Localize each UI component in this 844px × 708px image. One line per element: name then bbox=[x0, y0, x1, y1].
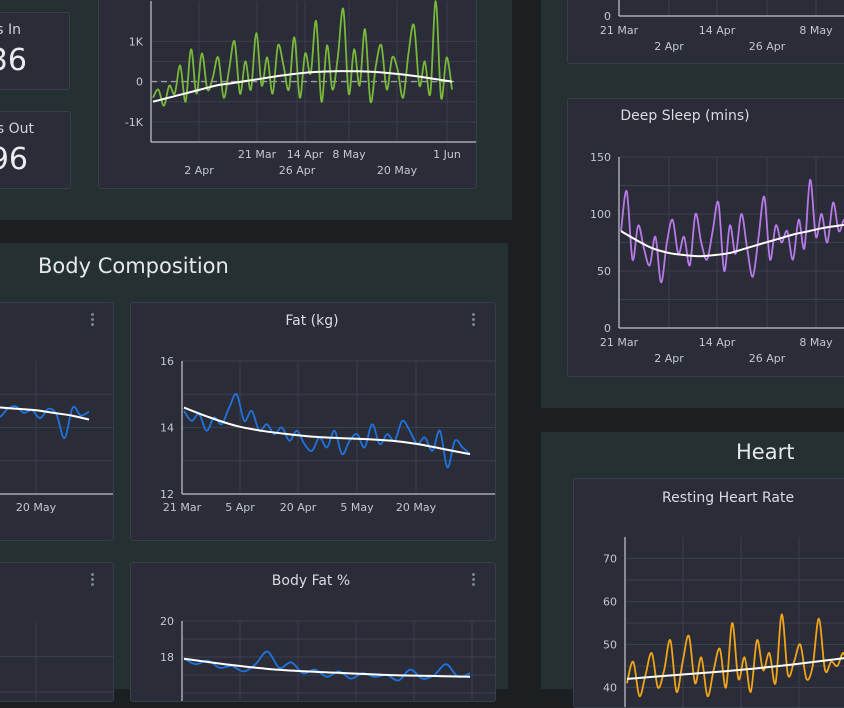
body-composition-title: Body Composition bbox=[38, 254, 229, 278]
x-tick-label: 5 Apr bbox=[225, 501, 255, 514]
x-tick-label: 14 Apr bbox=[699, 336, 736, 349]
x-tick-label: 26 Apr bbox=[749, 40, 786, 53]
data-series-line bbox=[620, 178, 844, 284]
calories-in-label: Calories In bbox=[0, 22, 21, 38]
y-tick-label: 100 bbox=[590, 208, 611, 221]
y-tick-label: 16 bbox=[160, 355, 174, 368]
y-tick-label: 0 bbox=[136, 76, 143, 89]
calories-out-value: 2896 bbox=[0, 142, 28, 177]
x-tick-label: 2 Apr bbox=[654, 352, 684, 365]
x-tick-label: 8 May bbox=[332, 148, 366, 161]
heart-title: Heart bbox=[736, 440, 795, 464]
body-fat-percent-menu-button[interactable] bbox=[472, 573, 476, 588]
weight-card-partial: 20 May bbox=[0, 302, 114, 541]
y-tick-label: 0 bbox=[604, 10, 611, 23]
y-tick-label: 50 bbox=[603, 639, 617, 652]
trend-line bbox=[0, 406, 90, 421]
sleep-card-partial: 0 21 Mar 14 Apr 8 May 2 Apr 26 Apr bbox=[567, 0, 844, 64]
x-tick-label: 21 Mar bbox=[600, 336, 639, 349]
y-tick-label: 150 bbox=[590, 151, 611, 164]
x-tick-label: 21 Mar bbox=[163, 501, 202, 514]
body-fat-card-partial bbox=[0, 562, 114, 702]
x-tick-label: 1 Jun bbox=[433, 148, 461, 161]
trend-line bbox=[626, 657, 844, 680]
data-series-line bbox=[0, 405, 90, 440]
deep-sleep-card: Deep Sleep (mins) 150 100 50 0 21 Mar 14 Apr 8… bbox=[567, 98, 844, 377]
resting-heart-rate-title: Resting Heart Rate bbox=[662, 490, 795, 506]
x-tick-label: 21 Mar bbox=[600, 24, 639, 37]
x-tick-label: 20 Apr bbox=[280, 501, 317, 514]
x-tick-label: 2 Apr bbox=[184, 164, 214, 177]
y-tick-label: 18 bbox=[160, 651, 174, 664]
y-tick-label: 0 bbox=[604, 322, 611, 335]
x-tick-label: 8 May bbox=[799, 24, 833, 37]
trend-line bbox=[152, 70, 453, 103]
deep-sleep-title: Deep Sleep (mins) bbox=[620, 108, 750, 124]
y-tick-label: 60 bbox=[603, 596, 617, 609]
fat-kg-menu-button[interactable] bbox=[472, 313, 476, 328]
y-tick-label: 50 bbox=[597, 265, 611, 278]
x-tick-label: 26 Apr bbox=[279, 164, 316, 177]
data-series-line bbox=[183, 393, 471, 469]
y-tick-label: 12 bbox=[160, 488, 174, 501]
x-tick-label: 5 May bbox=[340, 501, 374, 514]
calories-out-label: Calories Out bbox=[0, 121, 34, 137]
calories-out-card: Calories Out 2896 bbox=[0, 111, 71, 189]
x-tick-label: 2 Apr bbox=[654, 40, 684, 53]
trend-line bbox=[620, 223, 844, 258]
deep-sleep-chart: 150 100 50 021 Mar 14 Apr 8 May 2 Apr 26 Apr bbox=[590, 151, 844, 365]
weight-menu-button[interactable] bbox=[91, 313, 95, 328]
body-fat-percent-card: Body Fat % 20 18 bbox=[130, 562, 496, 702]
sleep-chart-partial: 021 Mar 14 Apr 8 May 2 Apr 26 Apr bbox=[600, 0, 844, 53]
resting-heart-rate-chart: 70 60 50 40 bbox=[603, 537, 844, 707]
y-tick-label: 20 bbox=[160, 615, 174, 628]
y-tick-label: 40 bbox=[603, 682, 617, 695]
x-tick-label: 20 May bbox=[16, 501, 57, 514]
trend-line bbox=[183, 406, 471, 456]
body-fat-percent-title: Body Fat % bbox=[271, 573, 351, 589]
x-tick-label: 8 May bbox=[799, 336, 833, 349]
fat-kg-card: Fat (kg) 16 14 12 21 Mar 5 Apr 20 Apr 5 May 20 … bbox=[130, 302, 496, 541]
body-fat-partial-menu-button[interactable] bbox=[91, 573, 95, 588]
weight-chart-partial: 20 May bbox=[0, 361, 113, 514]
y-tick-label: 1K bbox=[129, 35, 144, 48]
data-series-line bbox=[152, 0, 453, 107]
x-tick-label: 14 Apr bbox=[287, 148, 324, 161]
calories-in-card: Calories In 2136 bbox=[0, 12, 70, 90]
x-tick-label: 14 Apr bbox=[699, 24, 736, 37]
resting-heart-rate-card: Resting Heart Rate 70 60 50 40 bbox=[573, 478, 844, 708]
fat-kg-title: Fat (kg) bbox=[285, 313, 339, 329]
calorie-balance-chart: 1K 0 -1K 21 Mar 14 Apr 8 May 1 Jun 2 Apr 26 Apr 2… bbox=[125, 0, 476, 177]
body-fat-chart-partial bbox=[0, 621, 113, 701]
trend-line bbox=[183, 657, 471, 678]
calorie-balance-card: 1K 0 -1K 21 Mar 14 Apr 8 May 1 Jun 2 Apr 26 Apr 2… bbox=[98, 0, 477, 189]
calories-in-value: 2136 bbox=[0, 43, 27, 78]
data-series-line bbox=[626, 613, 844, 698]
x-tick-label: 20 May bbox=[377, 164, 418, 177]
y-tick-label: 14 bbox=[160, 422, 174, 435]
x-tick-label: 26 Apr bbox=[749, 352, 786, 365]
x-tick-label: 21 Mar bbox=[238, 148, 277, 161]
y-tick-label: 70 bbox=[603, 553, 617, 566]
y-tick-label: -1K bbox=[125, 116, 144, 129]
x-tick-label: 20 May bbox=[396, 501, 437, 514]
